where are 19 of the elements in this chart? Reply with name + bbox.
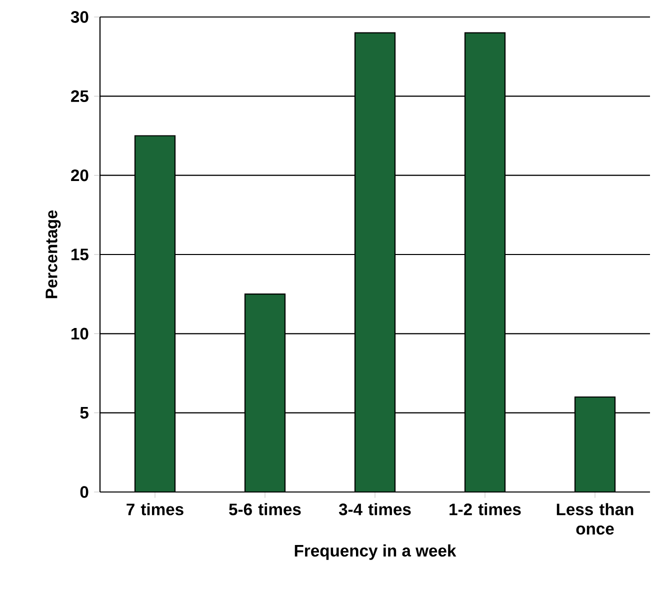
bar [134, 135, 176, 492]
bar [244, 294, 286, 492]
y-tick-label: 0 [80, 486, 88, 498]
bar [574, 396, 616, 492]
x-tick-label: 7 times [126, 503, 184, 516]
x-tick-label: Less than once [556, 503, 634, 535]
x-tick-label: 3-4 times [338, 503, 411, 516]
y-tick-label: 20 [71, 169, 88, 182]
x-tick-label: 5-6 times [229, 503, 301, 516]
y-tick-label: 5 [80, 407, 88, 419]
x-axis-title: Frequency in a week [294, 544, 456, 560]
bar [464, 32, 506, 492]
y-tick-label: 25 [71, 90, 88, 102]
y-axis-title: Percentage [46, 210, 61, 298]
y-tick-label: 10 [72, 328, 88, 340]
bar [354, 32, 396, 492]
y-tick-label: 15 [72, 248, 88, 260]
x-tick-label: 1-2 times [450, 503, 521, 516]
y-tick-label: 30 [70, 11, 88, 23]
